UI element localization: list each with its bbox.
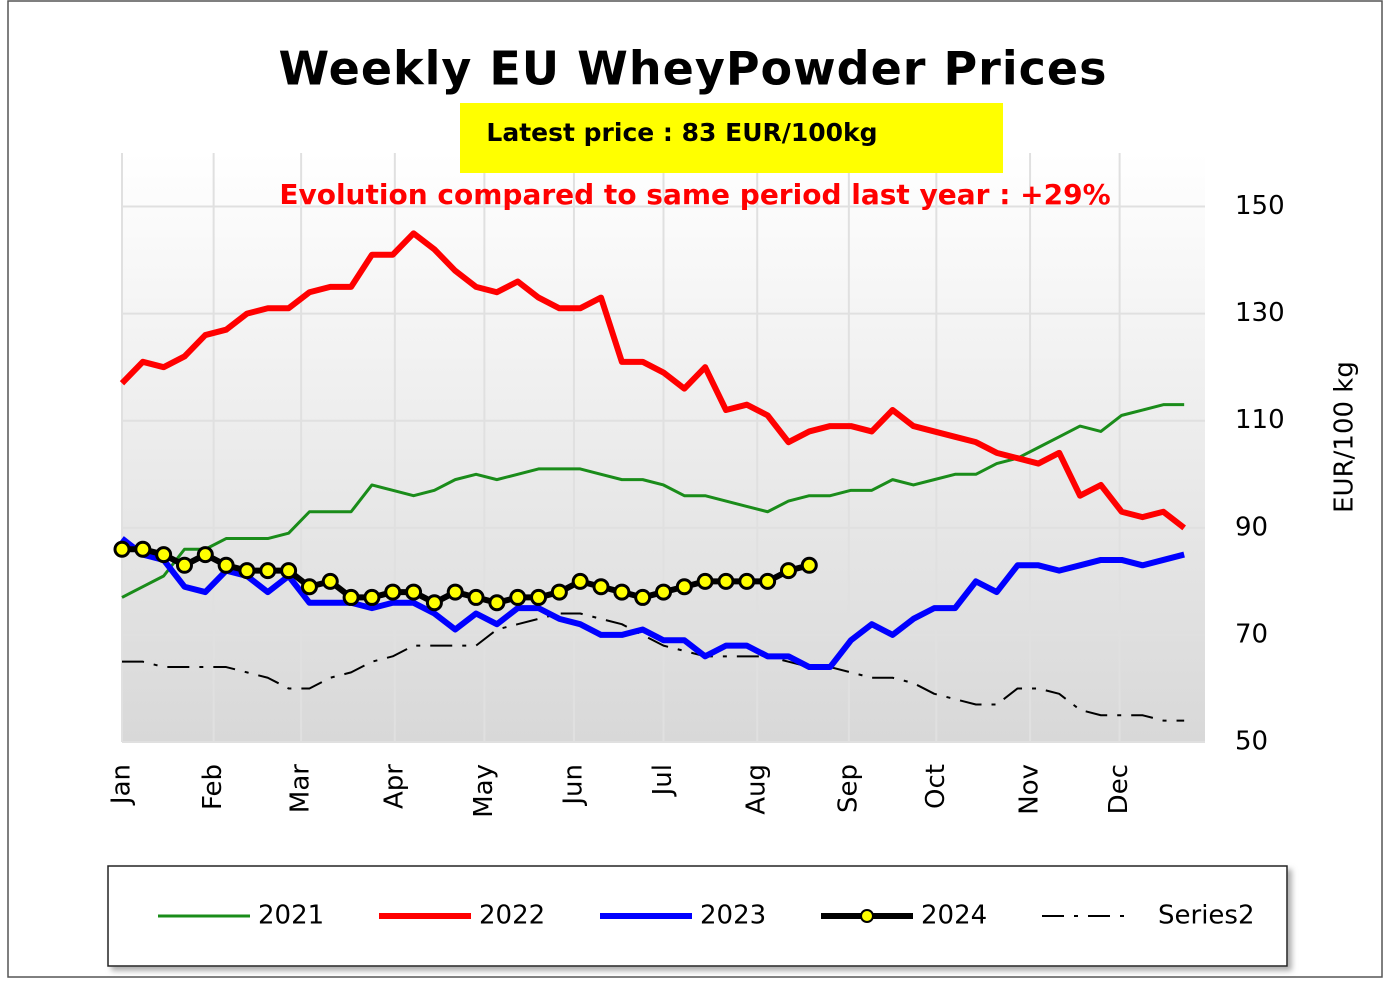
series-line	[119, 230, 1187, 531]
chart-title: Weekly EU WheyPowder Prices	[279, 42, 1108, 96]
series-marker	[655, 583, 672, 601]
y-tick-label: 90	[1235, 512, 1268, 542]
series-marker	[259, 562, 277, 580]
series-marker	[550, 583, 568, 601]
x-tick-label: Jan	[107, 764, 137, 806]
annotation: Evolution compared to same period last y…	[279, 178, 1110, 211]
x-tick-label: Dec	[1104, 764, 1134, 814]
y-tick-label: 110	[1235, 405, 1285, 435]
x-tick-label: Oct	[921, 764, 951, 809]
subtitle: Latest price : 83 EUR/100kg	[486, 118, 877, 147]
series-marker	[717, 572, 735, 590]
series-marker	[342, 588, 360, 606]
series-marker	[571, 572, 589, 590]
series-marker	[384, 583, 402, 601]
legend-label: 2023	[700, 901, 766, 931]
series-marker	[363, 588, 381, 606]
series-marker	[738, 572, 756, 590]
series-marker	[488, 594, 506, 612]
series-marker	[759, 572, 777, 590]
series-marker	[634, 588, 652, 606]
series-marker	[405, 583, 423, 601]
legend-label: 2024	[921, 901, 987, 931]
x-tick-label: Apr	[379, 764, 409, 809]
series-marker	[280, 562, 298, 580]
x-tick-label: Jun	[558, 764, 588, 807]
series-marker	[779, 562, 797, 580]
x-tick-label: Sep	[833, 764, 863, 813]
x-tick-label: Feb	[198, 764, 228, 810]
series-marker	[134, 540, 152, 558]
legend-label: 2021	[258, 901, 324, 931]
series-line	[120, 536, 1185, 671]
x-tick-label: Jul	[648, 764, 678, 797]
series-marker	[696, 572, 714, 590]
series-marker	[196, 546, 214, 564]
x-tick-label: Nov	[1015, 764, 1045, 815]
series-marker	[217, 556, 235, 574]
series-marker	[592, 578, 610, 596]
series-marker	[613, 583, 631, 601]
series-line	[122, 612, 1185, 722]
series-marker	[300, 578, 318, 596]
series-marker	[675, 578, 693, 596]
x-tick-label: Aug	[742, 764, 772, 815]
legend-marker	[860, 909, 874, 923]
series-marker	[113, 540, 131, 558]
y-tick-label: 70	[1235, 619, 1268, 649]
series-marker	[155, 546, 173, 564]
series-marker	[425, 594, 443, 612]
y-tick-label: 130	[1235, 298, 1285, 328]
y-tick-label: 50	[1235, 727, 1268, 757]
series-marker	[321, 572, 339, 590]
series-line	[121, 403, 1185, 599]
series-marker	[175, 556, 193, 574]
series-marker	[467, 588, 485, 606]
series-marker	[446, 583, 464, 601]
series-marker	[800, 556, 818, 574]
subtitle-box	[460, 103, 1003, 173]
x-tick-label: May	[469, 764, 499, 818]
y-axis-label: EUR/100 kg	[1330, 361, 1360, 513]
legend-label: Series2	[1158, 901, 1255, 931]
y-tick-label: 150	[1235, 191, 1285, 221]
series-line	[122, 546, 811, 606]
series-marker	[509, 588, 527, 606]
legend-label: 2022	[479, 901, 545, 931]
series-marker	[238, 562, 256, 580]
x-tick-label: Mar	[286, 764, 316, 813]
series-marker	[530, 588, 548, 606]
